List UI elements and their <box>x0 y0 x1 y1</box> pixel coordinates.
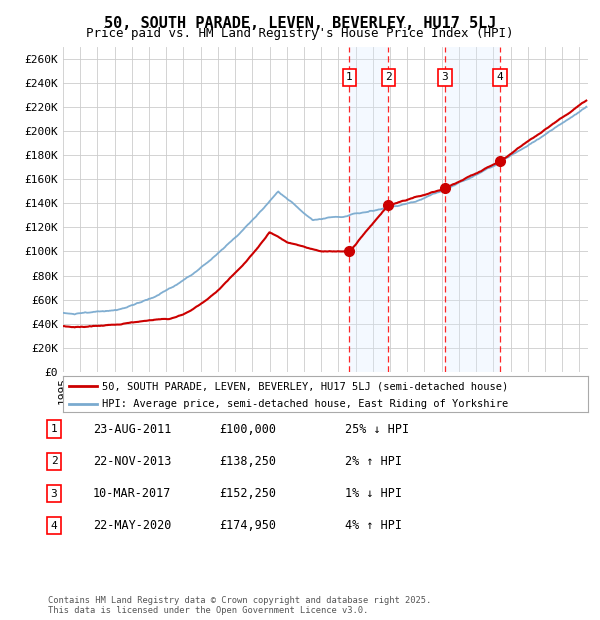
Text: HPI: Average price, semi-detached house, East Riding of Yorkshire: HPI: Average price, semi-detached house,… <box>103 399 509 409</box>
Text: 1: 1 <box>346 73 353 82</box>
Bar <box>349 46 388 372</box>
Text: 10-MAR-2017: 10-MAR-2017 <box>93 487 172 500</box>
Text: 23-AUG-2011: 23-AUG-2011 <box>93 423 172 435</box>
Text: 25% ↓ HPI: 25% ↓ HPI <box>345 423 409 435</box>
Text: £100,000: £100,000 <box>219 423 276 435</box>
Text: 2: 2 <box>385 73 392 82</box>
Text: £174,950: £174,950 <box>219 520 276 532</box>
Text: 4: 4 <box>50 521 58 531</box>
Text: 3: 3 <box>50 489 58 498</box>
Text: 50, SOUTH PARADE, LEVEN, BEVERLEY, HU17 5LJ: 50, SOUTH PARADE, LEVEN, BEVERLEY, HU17 … <box>104 16 496 30</box>
Text: £152,250: £152,250 <box>219 487 276 500</box>
Text: 3: 3 <box>442 73 448 82</box>
Text: Price paid vs. HM Land Registry's House Price Index (HPI): Price paid vs. HM Land Registry's House … <box>86 27 514 40</box>
Text: 4% ↑ HPI: 4% ↑ HPI <box>345 520 402 532</box>
Text: 2: 2 <box>50 456 58 466</box>
Text: 22-MAY-2020: 22-MAY-2020 <box>93 520 172 532</box>
Text: 50, SOUTH PARADE, LEVEN, BEVERLEY, HU17 5LJ (semi-detached house): 50, SOUTH PARADE, LEVEN, BEVERLEY, HU17 … <box>103 381 509 391</box>
Text: 1% ↓ HPI: 1% ↓ HPI <box>345 487 402 500</box>
Bar <box>445 46 500 372</box>
Text: 22-NOV-2013: 22-NOV-2013 <box>93 455 172 467</box>
Text: 2% ↑ HPI: 2% ↑ HPI <box>345 455 402 467</box>
Text: Contains HM Land Registry data © Crown copyright and database right 2025.
This d: Contains HM Land Registry data © Crown c… <box>48 596 431 615</box>
Text: 4: 4 <box>497 73 503 82</box>
Text: £138,250: £138,250 <box>219 455 276 467</box>
Text: 1: 1 <box>50 424 58 434</box>
